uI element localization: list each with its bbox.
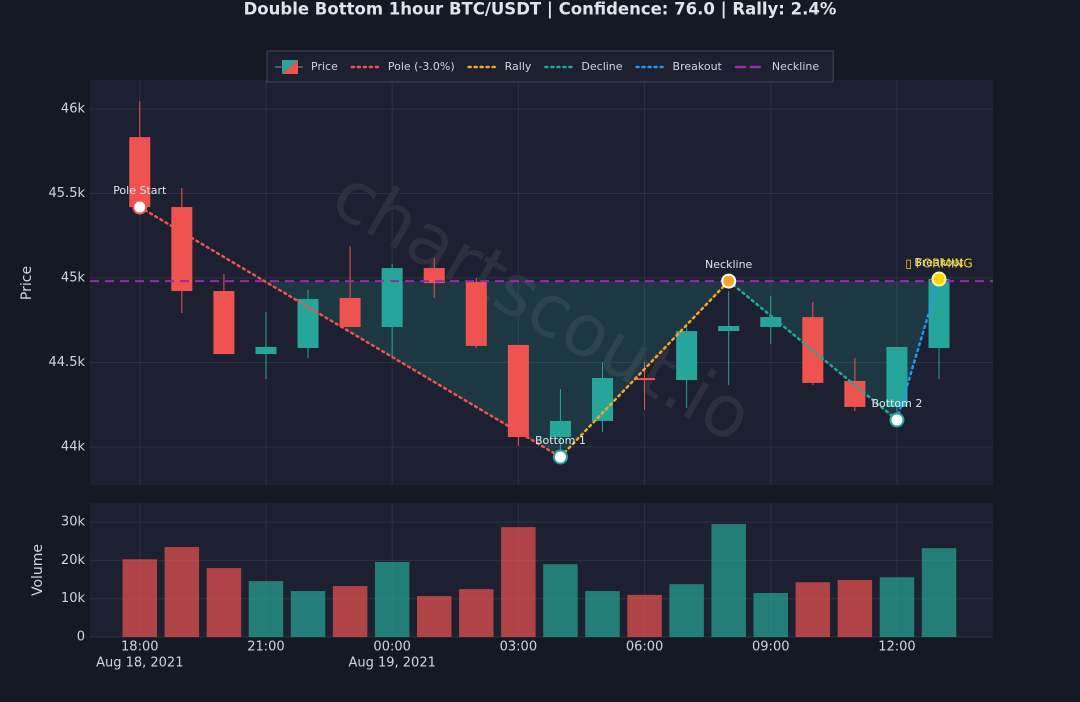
volume-bar xyxy=(374,561,410,637)
point-label: Pole Start xyxy=(113,184,167,197)
candle-body xyxy=(507,344,529,438)
candle-body xyxy=(423,268,445,284)
volume-bar xyxy=(795,582,831,637)
candle-body xyxy=(171,207,193,292)
price-plot-area xyxy=(90,80,993,485)
y-tick-label: 0 xyxy=(77,630,85,645)
pattern-line xyxy=(138,205,562,459)
key-point xyxy=(132,199,148,215)
legend-label: Pole (-3.0%) xyxy=(388,60,455,73)
candle-body xyxy=(213,291,235,355)
y-axis-label: Volume xyxy=(30,544,46,596)
volume-bar xyxy=(669,584,704,637)
key-point xyxy=(721,273,737,289)
key-point xyxy=(931,271,947,287)
volume-bar xyxy=(543,564,578,637)
volume-bar xyxy=(753,592,789,637)
y-axis-label: Price xyxy=(19,266,35,300)
point-label: Bottom 1 xyxy=(535,434,586,447)
candle-body xyxy=(255,346,277,355)
legend-box xyxy=(266,50,834,83)
volume-bar xyxy=(290,591,326,637)
volume-bar xyxy=(879,577,915,637)
candle-body xyxy=(129,137,151,208)
legend-label: Price xyxy=(311,60,338,73)
volume-bar xyxy=(459,589,494,637)
pattern-line xyxy=(727,279,899,422)
legend-swatch xyxy=(282,60,298,74)
x-tick-label: 00:00 xyxy=(373,640,410,655)
candle-body xyxy=(549,420,571,438)
legend-label: Neckline xyxy=(772,60,819,73)
pattern-line xyxy=(559,279,730,459)
key-point xyxy=(552,449,568,465)
x-tick-label: 18:00 xyxy=(121,640,158,655)
x-tick-date: Aug 18, 2021 xyxy=(96,656,183,671)
candle-body xyxy=(465,282,487,346)
legend-label: Breakout xyxy=(673,60,723,73)
x-tick-label: 09:00 xyxy=(752,640,789,655)
candle-body xyxy=(928,279,950,348)
volume-bar xyxy=(711,524,746,637)
legend-label: Rally xyxy=(505,60,532,73)
status-label: ▯ FORMING xyxy=(905,257,972,271)
x-tick-label: 12:00 xyxy=(878,640,915,655)
y-tick-label: 10k xyxy=(61,591,86,606)
volume-bar xyxy=(627,594,662,637)
y-tick-label: 44.5k xyxy=(49,355,86,370)
volume-bar xyxy=(332,586,368,637)
volume-bar xyxy=(501,527,536,637)
point-label: Neckline xyxy=(705,258,752,271)
y-tick-label: 20k xyxy=(61,553,86,568)
candle-body xyxy=(634,378,656,381)
volume-bar xyxy=(206,568,242,637)
legend: Price Pole (-3.0%) Rally Decline Breakout Nec… xyxy=(266,50,834,83)
y-tick-label: 46k xyxy=(61,102,86,117)
candle-body xyxy=(844,380,866,407)
volume-bar xyxy=(248,581,284,637)
pattern-area xyxy=(264,281,939,457)
x-tick-date: Aug 19, 2021 xyxy=(348,656,435,671)
candle-body xyxy=(676,331,698,381)
candle-body xyxy=(297,298,319,348)
volume-bar xyxy=(837,579,873,637)
candle-body xyxy=(339,297,361,328)
volume-bar xyxy=(164,547,200,637)
volume-bar xyxy=(122,559,158,637)
candle-body xyxy=(760,317,782,328)
legend-label: Decline xyxy=(581,60,622,73)
y-tick-label: 45k xyxy=(61,271,86,286)
volume-bar xyxy=(585,591,620,637)
volume-bar xyxy=(416,596,452,637)
candle-body xyxy=(381,268,403,328)
candle-body xyxy=(886,346,908,407)
x-tick-label: 03:00 xyxy=(500,640,537,655)
point-label: Breakout xyxy=(914,256,964,269)
volume-bar xyxy=(921,548,957,637)
x-tick-label: 06:00 xyxy=(626,640,663,655)
candle-body xyxy=(718,326,740,332)
point-label: Bottom 2 xyxy=(872,397,923,410)
y-tick-label: 45.5k xyxy=(49,186,86,201)
candle-body xyxy=(591,378,614,421)
y-tick-label: 44k xyxy=(61,439,86,454)
y-tick-label: 30k xyxy=(61,515,86,530)
pattern-line xyxy=(895,277,941,422)
x-tick-label: 21:00 xyxy=(247,640,284,655)
chart-title: Double Bottom 1hour BTC/USDT | Confidenc… xyxy=(244,0,837,20)
key-point xyxy=(889,412,905,428)
